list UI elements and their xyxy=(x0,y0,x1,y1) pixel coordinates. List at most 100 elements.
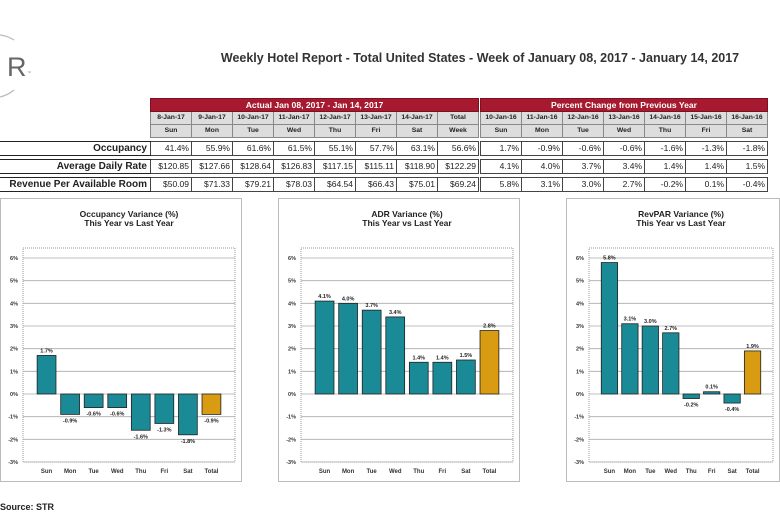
y-tick-label: -1% xyxy=(574,415,584,421)
date-header: 8-Jan-17 xyxy=(150,111,192,125)
y-tick-label: 2% xyxy=(288,347,296,353)
bar-sat xyxy=(456,359,476,395)
svg-text:R: R xyxy=(7,52,27,82)
day-header: Sat xyxy=(726,124,768,138)
x-tick-label: Total xyxy=(204,469,218,475)
x-tick-label: Mon xyxy=(342,469,355,475)
data-label: 2.8% xyxy=(483,324,496,330)
data-label: -0.4% xyxy=(725,407,739,413)
data-label: -0.6% xyxy=(110,412,124,418)
x-tick-label: Thu xyxy=(413,469,424,475)
change-value-cell: -1.6% xyxy=(644,141,686,156)
change-value-cell: 3.0% xyxy=(562,177,604,192)
x-tick-label: Fri xyxy=(708,469,716,475)
data-label: -0.9% xyxy=(63,418,77,424)
y-tick-label: 0% xyxy=(288,392,296,398)
corner-cell xyxy=(0,99,151,112)
change-value-cell: 3.1% xyxy=(521,177,563,192)
report-title: Weekly Hotel Report - Total United State… xyxy=(220,51,740,65)
x-tick-label: Mon xyxy=(624,469,637,475)
y-tick-label: 0% xyxy=(576,392,584,398)
y-tick-label: -1% xyxy=(8,415,18,421)
data-label: -1.8% xyxy=(181,439,195,445)
date-header: 11-Jan-16 xyxy=(521,111,563,125)
y-tick-label: 3% xyxy=(10,324,18,330)
bar-sun xyxy=(36,355,57,395)
actual-value-cell: $50.09 xyxy=(150,177,192,192)
data-label: 1.7% xyxy=(40,348,53,354)
day-header: Mon xyxy=(191,124,233,138)
day-header: Wed xyxy=(603,124,645,138)
corner-cell xyxy=(0,125,151,138)
x-tick-label: Sun xyxy=(319,469,331,475)
bar-wed xyxy=(107,393,128,408)
date-header: 10-Jan-17 xyxy=(232,111,274,125)
change-value-cell: -0.2% xyxy=(644,177,686,192)
actual-value-cell: 63.1% xyxy=(396,141,438,156)
bar-fri xyxy=(154,393,175,424)
y-tick-label: 2% xyxy=(10,347,18,353)
change-value-cell: -0.6% xyxy=(562,141,604,156)
x-tick-label: Thu xyxy=(135,469,146,475)
y-tick-label: 4% xyxy=(576,301,584,307)
actual-value-cell: $69.24 xyxy=(437,177,479,192)
bar-sat xyxy=(178,393,198,436)
day-header: Thu xyxy=(314,124,356,138)
x-tick-label: Sun xyxy=(41,469,53,475)
change-value-cell: 1.7% xyxy=(480,141,522,156)
chart-subtitle: This Year vs Last Year xyxy=(362,218,452,228)
bar-sat xyxy=(723,393,741,404)
date-header: 13-Jan-16 xyxy=(603,111,645,125)
actual-value-cell: 61.5% xyxy=(273,141,315,156)
x-tick-label: Sat xyxy=(727,469,736,475)
str-logo: R ™ xyxy=(0,34,31,98)
date-header: 16-Jan-16 xyxy=(726,111,768,125)
actual-value-cell: $66.43 xyxy=(355,177,397,192)
y-tick-label: -3% xyxy=(8,460,18,466)
bar-tue xyxy=(641,325,659,395)
change-value-cell: -1.8% xyxy=(726,141,768,156)
bar-sun xyxy=(314,300,335,395)
x-tick-label: Fri xyxy=(160,469,168,475)
change-value-cell: 5.8% xyxy=(480,177,522,192)
bar-thu xyxy=(408,361,429,395)
x-tick-label: Fri xyxy=(438,469,446,475)
y-tick-label: -2% xyxy=(286,437,296,443)
y-tick-label: 4% xyxy=(10,301,18,307)
y-tick-label: 6% xyxy=(576,256,584,262)
change-value-cell: 4.1% xyxy=(480,159,522,174)
bar-fri xyxy=(703,391,721,395)
change-value-cell: -0.9% xyxy=(521,141,563,156)
change-value-cell: -0.6% xyxy=(603,141,645,156)
revpar-variance-chart: RevPAR Variance (%) This Year vs Last Yea… xyxy=(566,198,780,482)
x-tick-label: Sat xyxy=(461,469,470,475)
actual-value-cell: 55.1% xyxy=(314,141,356,156)
change-value-cell: 4.0% xyxy=(521,159,563,174)
chart-subtitle: This Year vs Last Year xyxy=(84,218,174,228)
bar-total xyxy=(201,393,222,415)
actual-value-cell: $128.64 xyxy=(232,159,274,174)
x-tick-label: Wed xyxy=(111,469,124,475)
day-header: Sat xyxy=(396,124,438,138)
actual-value-cell: $64.54 xyxy=(314,177,356,192)
y-tick-label: -2% xyxy=(8,437,18,443)
change-value-cell: 0.1% xyxy=(685,177,727,192)
x-tick-label: Tue xyxy=(645,469,656,475)
plot-area xyxy=(300,247,514,463)
x-tick-label: Mon xyxy=(64,469,77,475)
bar-thu xyxy=(682,393,700,399)
date-header: 15-Jan-16 xyxy=(685,111,727,125)
day-header: Tue xyxy=(562,124,604,138)
actual-value-cell: $115.11 xyxy=(355,159,397,174)
data-label: 3.1% xyxy=(624,317,637,323)
bar-total xyxy=(743,350,762,395)
percent-change-header: Percent Change from Previous Year xyxy=(480,98,768,112)
data-label: 1.5% xyxy=(460,353,473,359)
x-tick-label: Wed xyxy=(664,469,677,475)
change-value-cell: -0.4% xyxy=(726,177,768,192)
bar-tue xyxy=(83,393,104,408)
row-label: Average Daily Rate xyxy=(0,159,151,174)
actual-value-cell: $79.21 xyxy=(232,177,274,192)
bar-total xyxy=(479,330,500,395)
day-header: Tue xyxy=(232,124,274,138)
